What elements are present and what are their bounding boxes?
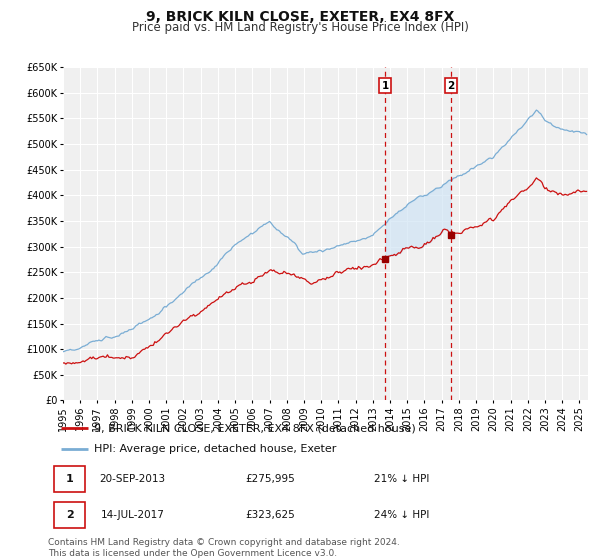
Text: 9, BRICK KILN CLOSE, EXETER, EX4 8FX (detached house): 9, BRICK KILN CLOSE, EXETER, EX4 8FX (de… — [94, 423, 416, 433]
FancyBboxPatch shape — [55, 502, 85, 528]
Text: 2: 2 — [66, 510, 74, 520]
Text: 24% ↓ HPI: 24% ↓ HPI — [374, 510, 430, 520]
FancyBboxPatch shape — [55, 466, 85, 492]
Text: 21% ↓ HPI: 21% ↓ HPI — [374, 474, 430, 484]
Text: 2: 2 — [447, 81, 454, 91]
Text: 9, BRICK KILN CLOSE, EXETER, EX4 8FX: 9, BRICK KILN CLOSE, EXETER, EX4 8FX — [146, 10, 454, 24]
Text: 14-JUL-2017: 14-JUL-2017 — [101, 510, 164, 520]
Text: Contains HM Land Registry data © Crown copyright and database right 2024.
This d: Contains HM Land Registry data © Crown c… — [48, 538, 400, 558]
Text: Price paid vs. HM Land Registry's House Price Index (HPI): Price paid vs. HM Land Registry's House … — [131, 21, 469, 34]
Text: HPI: Average price, detached house, Exeter: HPI: Average price, detached house, Exet… — [94, 444, 337, 454]
Text: 1: 1 — [382, 81, 389, 91]
Text: 20-SEP-2013: 20-SEP-2013 — [100, 474, 166, 484]
Text: £275,995: £275,995 — [245, 474, 295, 484]
Text: £323,625: £323,625 — [245, 510, 295, 520]
Text: 1: 1 — [66, 474, 74, 484]
